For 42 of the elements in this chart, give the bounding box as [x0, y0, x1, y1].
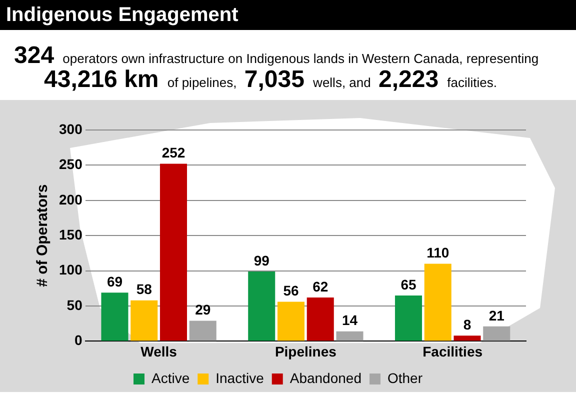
y-tick-label: 250 [59, 156, 83, 172]
data-label: 8 [463, 316, 472, 332]
x-tick-label: Facilities [422, 343, 483, 360]
legend-label: Active [151, 370, 190, 386]
y-axis-title: # of Operators [34, 184, 52, 287]
y-tick-label: 0 [74, 332, 83, 348]
chart-title: Indigenous Engagement [0, 0, 576, 30]
bar [277, 302, 305, 341]
bar [248, 272, 276, 341]
bar [306, 298, 334, 341]
y-tick-label: 300 [59, 120, 83, 137]
y-tick-label: 100 [59, 262, 83, 278]
chart-subtitle: 324 operators own infrastructure on Indigenous lands in Western Canada, representing [14, 42, 539, 69]
data-label: 29 [195, 302, 211, 318]
data-label: 65 [400, 276, 416, 292]
x-tick-label: Wells [140, 343, 178, 360]
y-tick-label: 150 [59, 226, 83, 242]
data-label: 56 [283, 282, 299, 299]
legend-label: Inactive [216, 370, 264, 386]
legend-label: Other [387, 370, 423, 386]
bar [130, 300, 158, 341]
bar [336, 331, 364, 341]
data-label: 62 [312, 278, 328, 294]
data-label: 14 [342, 312, 358, 328]
x-tick-label: Pipelines [274, 343, 337, 360]
bar [189, 320, 216, 341]
data-label: 69 [106, 273, 123, 290]
legend-label: Abandoned [290, 370, 362, 386]
bar [454, 336, 481, 341]
data-label: 58 [136, 281, 152, 298]
bar [424, 264, 452, 341]
bar [394, 295, 422, 341]
data-label: 99 [254, 252, 270, 268]
bar [160, 164, 187, 341]
bar [483, 326, 510, 341]
y-tick-label: 50 [66, 296, 83, 313]
y-tick-label: 200 [59, 191, 83, 208]
data-label: 252 [162, 144, 186, 161]
data-label: 110 [426, 244, 450, 261]
text: 43,216 km of pipelines, 7,035 wells, and 2,223 facilities. [44, 66, 498, 93]
data-label: 21 [488, 307, 505, 324]
bar [101, 292, 128, 341]
